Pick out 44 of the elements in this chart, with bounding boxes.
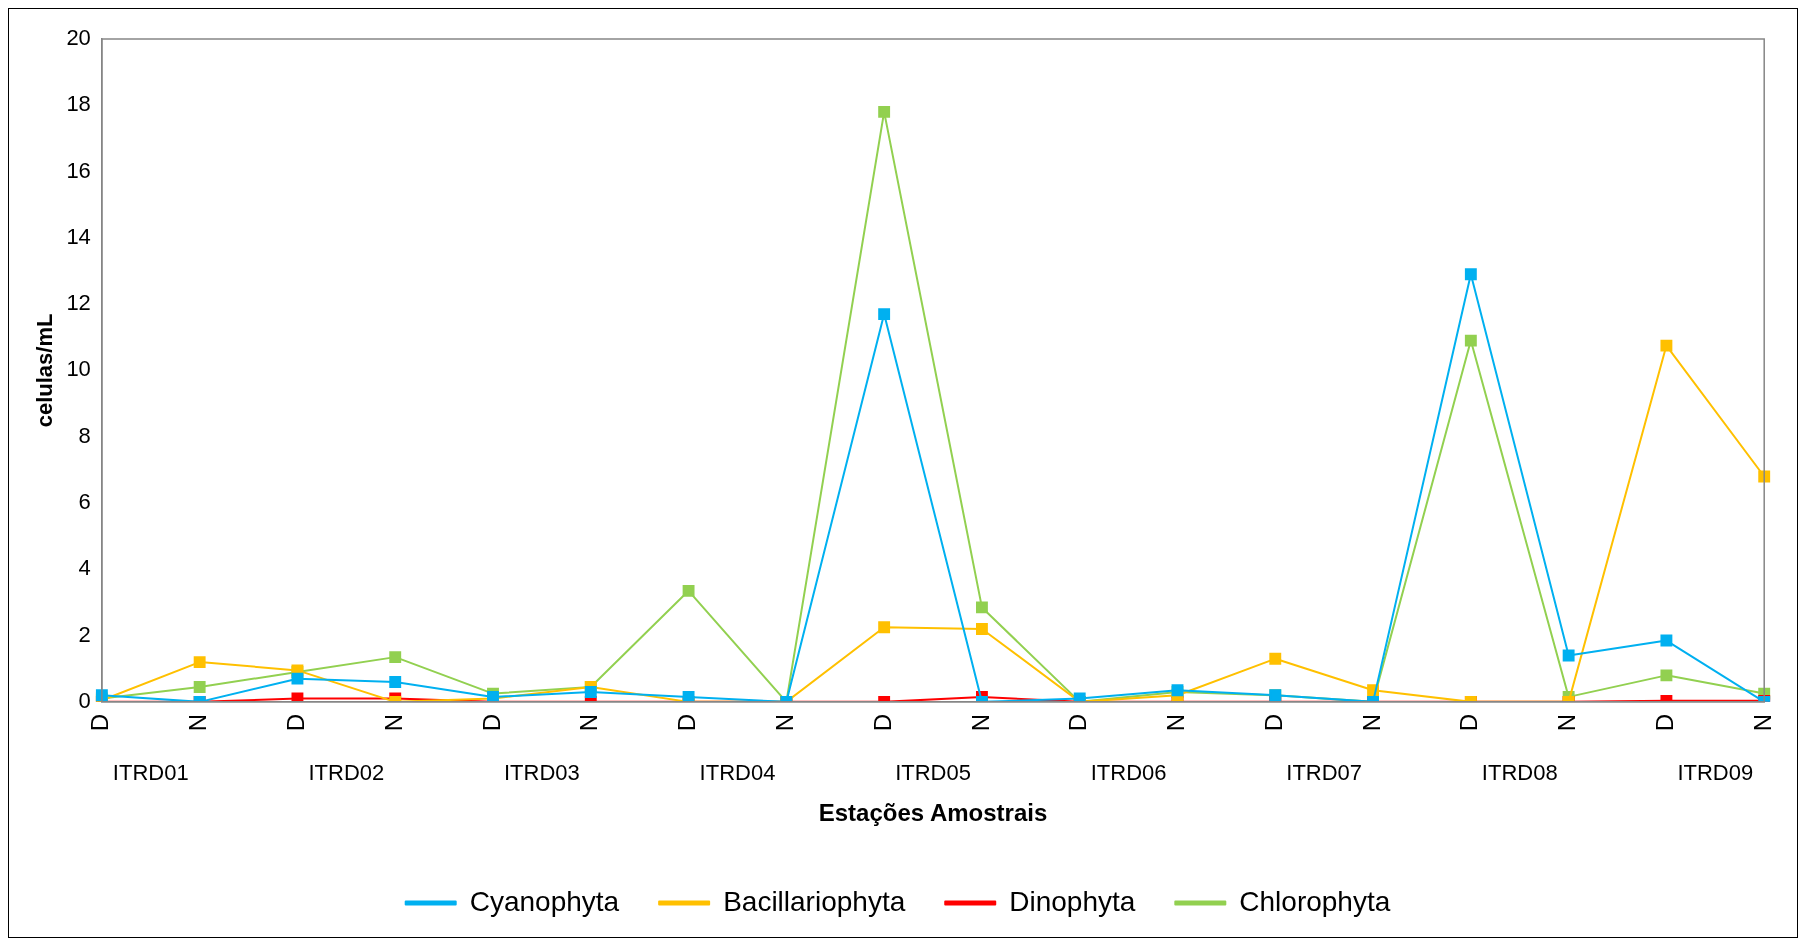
y-tick-label: 8 [78,422,91,448]
y-axis-title: celulas/mL [32,313,58,428]
x-tick-label: D [282,713,310,732]
text: ITRD08 [1481,759,1558,785]
text: ITRD07 [1286,759,1363,785]
legend-label: Cyanophyta [469,885,620,917]
x-tick-label: N [770,713,798,732]
text: ITRD01 [112,759,189,785]
text: ITRD09 [1677,759,1754,785]
y-tick-label: 10 [66,356,91,382]
legend-label: Bacillariophyta [723,885,906,917]
x-tick-label: N [1553,713,1581,732]
x-tick-label: D [86,713,114,732]
y-tick-label: 6 [78,489,91,515]
x-tick-label: N [1748,713,1776,732]
y-tick-label: 18 [66,91,91,117]
x-tick-label: N [1162,713,1190,732]
x-tick-label: D [1259,713,1287,732]
x-tick-label: D [673,713,701,732]
y-tick-label: 16 [66,157,91,183]
y-tick-label: 12 [66,290,91,316]
x-tick-label: N [575,713,603,732]
text: ITRD03 [504,759,580,785]
y-tick-label: 2 [78,621,91,647]
x-tick-label: D [868,713,896,732]
y-tick-label: 0 [78,687,91,713]
x-tick-label: N [184,713,212,732]
x-tick-label: N [379,713,407,732]
text: ITRD04 [699,759,776,785]
legend-label: Chlorophyta [1239,885,1391,917]
text: ITRD02 [308,759,385,785]
x-tick-label: D [1064,713,1092,732]
legend-label: Dinophyta [1009,885,1136,917]
y-tick-label: 14 [66,223,91,249]
x-tick-label: D [1651,713,1679,732]
x-tick-label: D [477,713,505,732]
x-tick-label: N [1357,713,1385,732]
x-tick-label: D [1455,713,1483,732]
x-axis-title: Estações Amostrais [818,799,1048,827]
x-tick-label: N [966,713,994,732]
text: ITRD06 [1090,759,1167,785]
y-tick-label: 4 [78,555,91,581]
y-tick-label: 20 [66,25,91,51]
text: ITRD05 [895,759,971,785]
